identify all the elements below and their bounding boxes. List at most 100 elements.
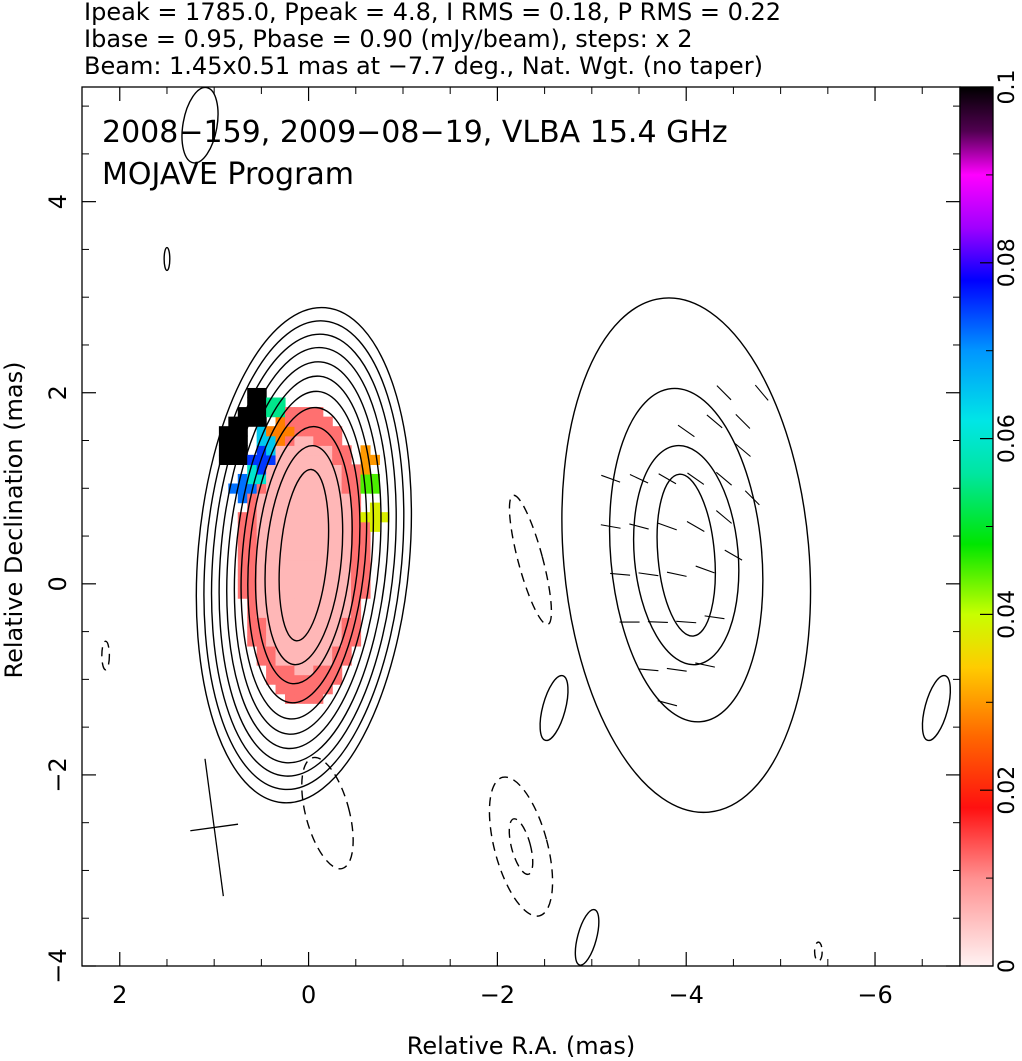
- polarization-pixel: [247, 540, 258, 551]
- polarization-pixel: [351, 617, 362, 628]
- polarization-pixel: [341, 483, 352, 494]
- y-axis-label: Relative Declination (mas): [0, 361, 28, 678]
- polarization-pixel: [256, 426, 267, 437]
- polarization-pixel: [256, 531, 267, 542]
- evpa-tick: [629, 523, 649, 530]
- header-line-2: Ibase = 0.95, Pbase = 0.90 (mJy/beam), s…: [84, 25, 693, 53]
- polarization-pixel: [237, 426, 248, 437]
- polarization-pixel: [341, 512, 352, 523]
- polarization-pixel: [284, 588, 296, 599]
- polarization-pixel: [266, 521, 277, 532]
- polarization-pixel: [294, 626, 305, 637]
- polarization-pixel: [322, 435, 333, 446]
- polarization-pixel: [275, 559, 286, 571]
- core-contour: [254, 425, 353, 685]
- polarization-pixel: [228, 454, 239, 465]
- polarization-pixel: [284, 626, 296, 637]
- polarization-pixel: [322, 588, 333, 599]
- polarization-pixel: [275, 464, 286, 475]
- polarization-pixel: [332, 607, 343, 618]
- polarization-pixel: [256, 559, 267, 571]
- polarization-pixel: [284, 665, 296, 676]
- polarization-pixel: [369, 502, 380, 513]
- polarization-pixel: [275, 435, 286, 446]
- polarization-pixel: [332, 588, 343, 599]
- polarization-pixel: [351, 588, 362, 599]
- polarization-pixel: [303, 684, 314, 695]
- evpa-tick: [695, 662, 715, 668]
- polarization-pixel: [341, 569, 352, 580]
- polarization-pixel: [313, 435, 324, 446]
- positive-contour-island: [574, 908, 600, 966]
- polarization-pixel: [360, 588, 371, 599]
- polarization-pixel: [275, 569, 286, 580]
- polarization-pixel: [322, 426, 333, 437]
- polarization-pixel: [360, 454, 371, 465]
- polarization-pixel: [256, 617, 267, 628]
- polarization-pixel: [275, 531, 286, 542]
- polarization-pixel: [275, 617, 286, 628]
- negative-contour: [488, 776, 554, 917]
- polarization-pixel: [303, 416, 314, 427]
- polarization-pixel: [284, 454, 296, 465]
- evpa-vectors: [600, 384, 769, 707]
- polarization-pixel: [256, 445, 267, 456]
- polarization-pixel: [256, 521, 267, 532]
- polarization-pixel: [313, 540, 324, 551]
- polarization-pixel: [275, 607, 286, 618]
- polarization-pixel: [322, 559, 333, 571]
- polarization-pixel: [247, 454, 258, 465]
- polarization-pixel: [341, 598, 352, 609]
- polarization-pixel: [313, 579, 324, 590]
- map-title: 2008−159, 2009−08−19, VLBA 15.4 GHz: [102, 115, 728, 150]
- polarization-pixel: [341, 540, 352, 551]
- polarization-pixel: [237, 521, 248, 532]
- polarization-pixel: [275, 407, 286, 418]
- polarization-pixel: [266, 540, 277, 551]
- polarization-pixel: [332, 665, 343, 676]
- polarization-pixel: [266, 426, 277, 437]
- polarization-pixel: [275, 579, 286, 590]
- polarization-pixel: [360, 559, 371, 571]
- polarization-pixel: [313, 636, 324, 647]
- polarization-pixel: [294, 483, 305, 494]
- polarization-pixel: [256, 550, 267, 561]
- polarization-pixel: [322, 598, 333, 609]
- polarization-pixel: [256, 579, 267, 590]
- polarization-pixel: [284, 426, 296, 437]
- polarization-pixel: [332, 579, 343, 590]
- polarization-pixel: [275, 512, 286, 523]
- polarization-pixel: [228, 445, 239, 456]
- polarization-pixel: [369, 473, 380, 485]
- polarization-pixel: [369, 512, 380, 523]
- polarization-pixel: [313, 454, 324, 465]
- polarization-pixel: [294, 559, 305, 571]
- polarization-pixel: [313, 445, 324, 456]
- polarization-pixel: [266, 435, 277, 446]
- y-tick-label: 0: [44, 576, 72, 591]
- polarization-pixel: [275, 483, 286, 494]
- polarization-pixel: [322, 464, 333, 475]
- polarization-pixel: [332, 531, 343, 542]
- polarization-pixel: [275, 445, 286, 456]
- polarization-pixel: [256, 454, 267, 465]
- polarization-pixel: [294, 579, 305, 590]
- polarization-pixel: [341, 473, 352, 485]
- polarization-pixel: [303, 493, 314, 504]
- polarization-pixel: [313, 655, 324, 666]
- polarization-pixel: [275, 473, 286, 485]
- polarization-pixel: [351, 502, 362, 513]
- colorbar-tick-label: 0: [995, 959, 1020, 973]
- polarization-pixel: [322, 473, 333, 485]
- polarization-pixel: [303, 693, 314, 704]
- polarization-pixel: [341, 531, 352, 542]
- polarization-pixel: [313, 607, 324, 618]
- polarization-pixel: [332, 617, 343, 628]
- polarization-pixel: [275, 454, 286, 465]
- evpa-tick: [734, 443, 751, 457]
- polarization-pixel: [266, 569, 277, 580]
- polarization-pixel: [313, 626, 324, 637]
- polarization-pixel: [332, 540, 343, 551]
- polarization-pixel: [332, 483, 343, 494]
